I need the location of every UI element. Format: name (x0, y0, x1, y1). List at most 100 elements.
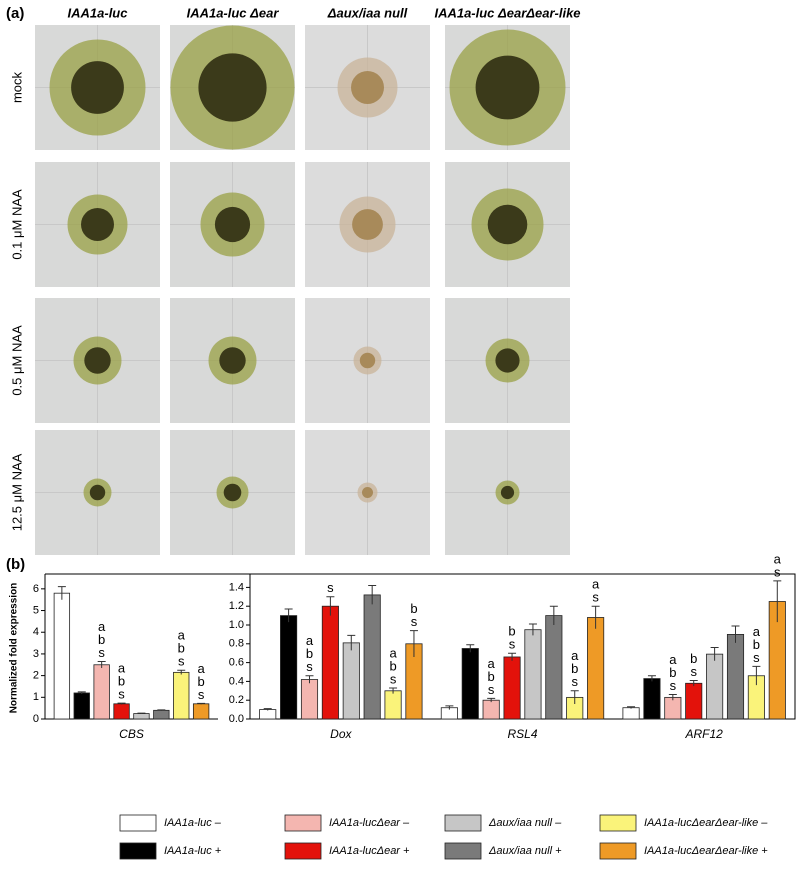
significance-letter: a (592, 577, 600, 592)
row-label: 12.5 μM NAA (9, 453, 24, 531)
significance-letter: a (118, 661, 126, 676)
error-bar (97, 661, 106, 669)
moss-core (351, 71, 384, 104)
error-bar (389, 687, 398, 694)
error-bar (647, 675, 656, 682)
bar (192, 703, 210, 720)
row-label: 0.5 μM NAA (9, 325, 24, 396)
significance-letter: b (198, 674, 205, 689)
legend-label: Δaux/iaa null – (488, 817, 562, 829)
bar (706, 653, 724, 720)
y-tick-label: 5 (33, 604, 39, 616)
x-tick-label: RSL4 (507, 727, 537, 741)
x-tick-label: CBS (119, 727, 144, 741)
row-label: mock (9, 71, 24, 103)
legend-label: IAA1a-lucΔear – (329, 817, 410, 829)
bar (685, 682, 703, 720)
panel-label: (b) (6, 556, 25, 573)
column-header: IAA1a-luc Δear (187, 5, 280, 20)
moss-core (487, 204, 528, 245)
error-bar (197, 702, 206, 705)
y-tick-label: 2 (33, 670, 39, 682)
significance-letter: s (198, 687, 205, 702)
bar (545, 615, 563, 720)
error-bar (466, 644, 475, 653)
y-tick-label: 0.6 (229, 657, 244, 669)
legend-swatch (444, 842, 482, 860)
significance-letter: a (571, 648, 579, 663)
y-tick-label: 1.0 (229, 619, 244, 631)
error-bar (549, 605, 558, 625)
moss-core (89, 484, 106, 501)
error-bar (137, 712, 146, 715)
y-tick-label: 1.2 (229, 600, 244, 612)
significance-letter: s (98, 645, 105, 660)
moss-core (495, 348, 520, 373)
y-tick-label: 0.4 (229, 675, 244, 687)
significance-letter: a (774, 551, 782, 566)
significance-letter: s (178, 654, 185, 669)
bar (259, 709, 277, 720)
significance-letter: b (118, 674, 125, 689)
error-bar (752, 665, 761, 686)
moss-core (223, 483, 242, 502)
y-tick-label: 0.0 (229, 713, 244, 725)
bar (524, 629, 542, 720)
error-bar (528, 623, 537, 636)
moss-core (198, 53, 267, 122)
bar (53, 592, 71, 720)
significance-letter: a (753, 624, 761, 639)
significance-letter: s (571, 674, 578, 689)
significance-letter: b (389, 658, 396, 673)
significance-letter: s (774, 564, 781, 579)
legend-swatch (599, 814, 637, 832)
error-bar (487, 697, 496, 703)
bar (643, 678, 661, 720)
significance-letter: b (753, 637, 760, 652)
bar (587, 617, 605, 720)
moss-core (219, 347, 246, 374)
significance-letter: b (669, 665, 676, 680)
significance-letter: a (488, 656, 496, 671)
significance-letter: s (690, 664, 697, 679)
significance-letter: b (410, 601, 417, 616)
bar (280, 615, 298, 720)
bar (726, 634, 745, 720)
y-tick-label: 1.4 (229, 581, 244, 593)
moss-core (84, 347, 111, 374)
legend-swatch (599, 842, 637, 860)
error-bar (773, 580, 782, 623)
y-tick-label: 4 (33, 626, 39, 638)
legend-swatch (119, 842, 157, 860)
column-header: Δaux/iaa null (327, 5, 408, 20)
error-bar (305, 675, 314, 684)
significance-letter: a (178, 628, 186, 643)
y-tick-label: 6 (33, 583, 39, 595)
error-bar (177, 669, 186, 675)
error-bar (508, 652, 517, 661)
bar (73, 692, 90, 720)
significance-letter: s (327, 580, 334, 595)
significance-letter: s (118, 687, 125, 702)
bar (363, 594, 381, 720)
error-bar (157, 709, 166, 711)
error-bar (117, 702, 126, 705)
column-header: IAA1a-luc ΔearΔear-like (434, 5, 580, 20)
legend-label: Δaux/iaa null + (488, 845, 562, 857)
significance-letter: b (306, 646, 313, 661)
error-bar (57, 586, 66, 600)
error-bar (668, 694, 677, 701)
row-label: 0.1 μM NAA (9, 189, 24, 260)
moss-core (359, 352, 376, 369)
significance-letter: s (390, 671, 397, 686)
bar (503, 656, 521, 720)
moss-core (71, 61, 124, 114)
significance-letter: b (571, 661, 578, 676)
plot-frame (249, 573, 796, 720)
significance-letter: s (509, 637, 516, 652)
significance-letter: s (753, 650, 760, 665)
error-bar (689, 679, 698, 687)
moss-core (352, 209, 383, 240)
moss-core (500, 485, 515, 500)
